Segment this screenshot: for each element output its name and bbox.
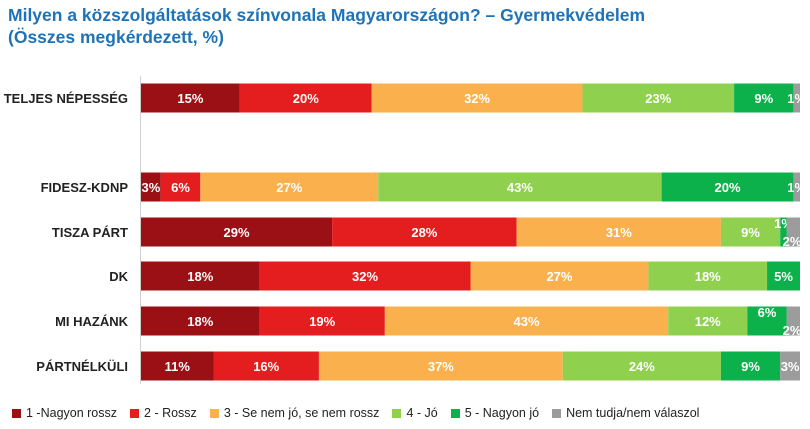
data-label: 15% — [177, 91, 203, 106]
category-label: TISZA PÁRT — [52, 225, 128, 240]
bar-segment — [720, 351, 781, 381]
data-label: 2% — [783, 323, 802, 338]
bar-segment — [239, 83, 372, 113]
data-label: 18% — [187, 314, 213, 329]
category-label: TELJES NÉPESSÉG — [4, 91, 128, 106]
data-label: 23% — [645, 91, 671, 106]
data-label: 19% — [309, 314, 335, 329]
legend-swatch — [392, 408, 402, 418]
data-label: 3% — [781, 359, 800, 374]
data-label: 16% — [253, 359, 279, 374]
bar-segment — [786, 306, 800, 336]
data-label: 32% — [352, 269, 378, 284]
data-label: 9% — [741, 359, 760, 374]
bar-segment — [780, 351, 800, 381]
legend-item: 1 -Nagyon rossz — [12, 406, 117, 420]
legend-item: Nem tudja/nem válaszol — [552, 406, 699, 420]
data-label: 5% — [774, 269, 793, 284]
data-label: 43% — [507, 180, 533, 195]
bar-segment — [141, 261, 260, 291]
legend-swatch — [12, 408, 21, 418]
legend-swatch — [130, 408, 140, 418]
bar-segment — [384, 306, 669, 336]
data-label: 6% — [171, 180, 190, 195]
stacked-bar-chart: TELJES NÉPESSÉG 15% 20% 32% 23% 9% 1% FIDESZ-KD… — [3, 76, 806, 384]
data-label: 24% — [629, 359, 655, 374]
bar-segment — [668, 306, 748, 336]
data-label: 1% — [787, 91, 806, 106]
bar-segment — [767, 261, 800, 291]
data-label: 27% — [276, 180, 302, 195]
data-label: 12% — [695, 314, 721, 329]
data-label: 29% — [224, 225, 250, 240]
bar-segment — [259, 261, 471, 291]
chart-title: Milyen a közszolgáltatások színvonala Ma… — [8, 4, 798, 48]
data-label: 9% — [741, 225, 760, 240]
bar-segment — [516, 217, 721, 247]
bar-segment — [470, 261, 649, 291]
legend-item: 4 - Jó — [392, 406, 438, 420]
bar-segment — [141, 172, 161, 202]
bar-segment — [332, 217, 517, 247]
legend-label: 4 - Jó — [406, 406, 438, 420]
data-label: 20% — [714, 180, 740, 195]
legend-label: 3 - Se nem jó, se nem rossz — [223, 406, 380, 420]
data-label: 1% — [787, 180, 806, 195]
bar-segment — [780, 217, 787, 247]
category-label: FIDESZ-KDNP — [41, 180, 129, 195]
bar-segment — [371, 83, 583, 113]
chart-legend: 1 -Nagyon rossz 2 - Rossz 3 - Se nem jó, s… — [12, 403, 712, 423]
legend-label: 5 - Nagyon jó — [464, 406, 540, 420]
bar-segment — [378, 172, 662, 202]
legend-item: 5 - Nagyon jó — [450, 406, 540, 420]
legend-item: 2 - Rossz — [130, 406, 197, 420]
bar-segment — [160, 172, 201, 202]
data-label: 31% — [606, 225, 632, 240]
bar-segment — [793, 172, 800, 202]
category-label: DK — [109, 269, 128, 284]
legend-swatch — [450, 408, 460, 418]
bar-segment — [582, 83, 735, 113]
category-label: PÁRTNÉLKÜLI — [36, 359, 128, 374]
data-label: 11% — [165, 359, 191, 374]
legend-label: 1 -Nagyon rossz — [26, 406, 118, 420]
data-label: 27% — [546, 269, 572, 284]
data-label: 6% — [758, 305, 777, 320]
legend-label: 2 - Rossz — [144, 406, 197, 420]
data-label: 3% — [141, 180, 160, 195]
bar-segment — [661, 172, 794, 202]
data-label: 28% — [411, 225, 437, 240]
bar-segment — [259, 306, 385, 336]
bar-segment — [734, 83, 794, 113]
data-label: 43% — [513, 314, 539, 329]
legend-label: Nem tudja/nem válaszol — [566, 406, 700, 420]
legend-swatch — [552, 408, 562, 418]
bar-segment — [747, 306, 787, 336]
bar-segment — [720, 217, 781, 247]
data-label: 9% — [754, 91, 773, 106]
data-label: 37% — [428, 359, 454, 374]
data-label: 18% — [695, 269, 721, 284]
bar-segment — [648, 261, 768, 291]
category-label: MI HAZÁNK — [55, 314, 129, 329]
chart-title-line2: (Összes megkérdezett, %) — [8, 27, 224, 47]
data-label: 32% — [464, 91, 490, 106]
bar-segment — [200, 172, 379, 202]
bar-segment — [562, 351, 721, 381]
bar-segment — [141, 83, 240, 113]
bar-segment — [318, 351, 563, 381]
bar-segment — [213, 351, 319, 381]
bar-segment — [141, 351, 214, 381]
data-label: 20% — [293, 91, 319, 106]
data-label: 2% — [783, 234, 802, 249]
bar-segment — [786, 217, 800, 247]
chart-title-line1: Milyen a közszolgáltatások színvonala Ma… — [8, 5, 646, 25]
data-label: 18% — [187, 269, 213, 284]
bar-segment — [141, 306, 260, 336]
bar-segment — [141, 217, 333, 247]
legend-swatch — [209, 408, 219, 418]
legend-item: 3 - Se nem jó, se nem rossz — [209, 406, 380, 420]
bar-segment — [793, 83, 800, 113]
